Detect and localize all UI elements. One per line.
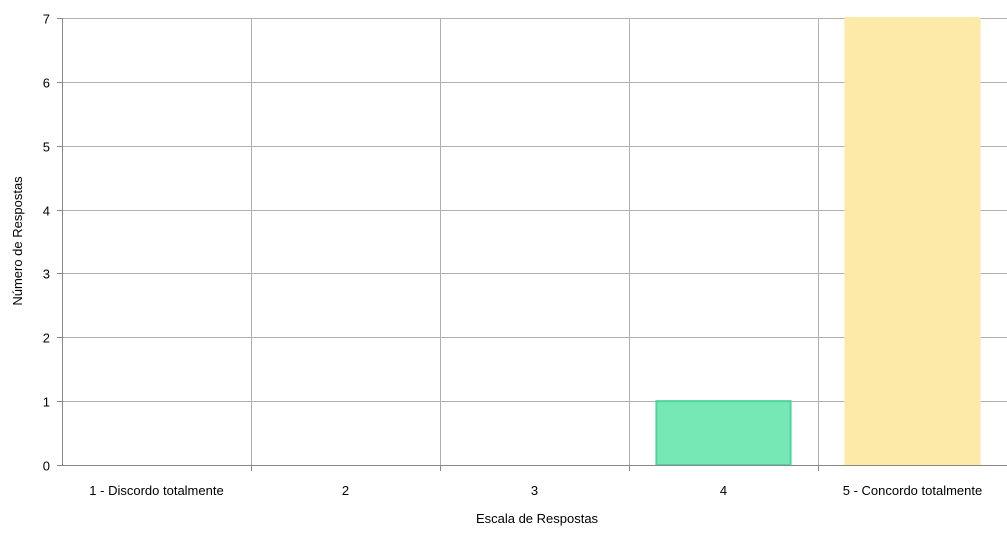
y-tick-label: 2 — [43, 331, 50, 346]
y-tick-labels: 0 1 2 3 4 5 6 7 — [43, 12, 50, 474]
y-tick-label: 4 — [43, 204, 50, 219]
bar — [844, 17, 981, 466]
y-axis-title: Número de Respostas — [10, 176, 25, 306]
bars — [655, 17, 981, 466]
x-tick-label: 1 - Discordo totalmente — [89, 483, 223, 498]
x-axis-title: Escala de Respostas — [476, 511, 599, 526]
axes — [57, 18, 1007, 471]
y-tick-label: 5 — [43, 140, 50, 155]
gridlines — [62, 18, 1007, 466]
y-tick-label: 1 — [43, 395, 50, 410]
x-tick-labels: 1 - Discordo totalmente 2 3 4 5 - Concordo t… — [89, 483, 982, 498]
y-tick-label: 0 — [43, 459, 50, 474]
x-tick-label: 4 — [720, 483, 727, 498]
bar — [655, 400, 792, 466]
y-tick-label: 6 — [43, 76, 50, 91]
y-tick-label: 3 — [43, 267, 50, 282]
y-tick-label: 7 — [43, 12, 50, 27]
x-tick-label: 5 - Concordo totalmente — [843, 483, 982, 498]
x-tick-label: 2 — [342, 483, 349, 498]
x-tick-label: 3 — [531, 483, 538, 498]
